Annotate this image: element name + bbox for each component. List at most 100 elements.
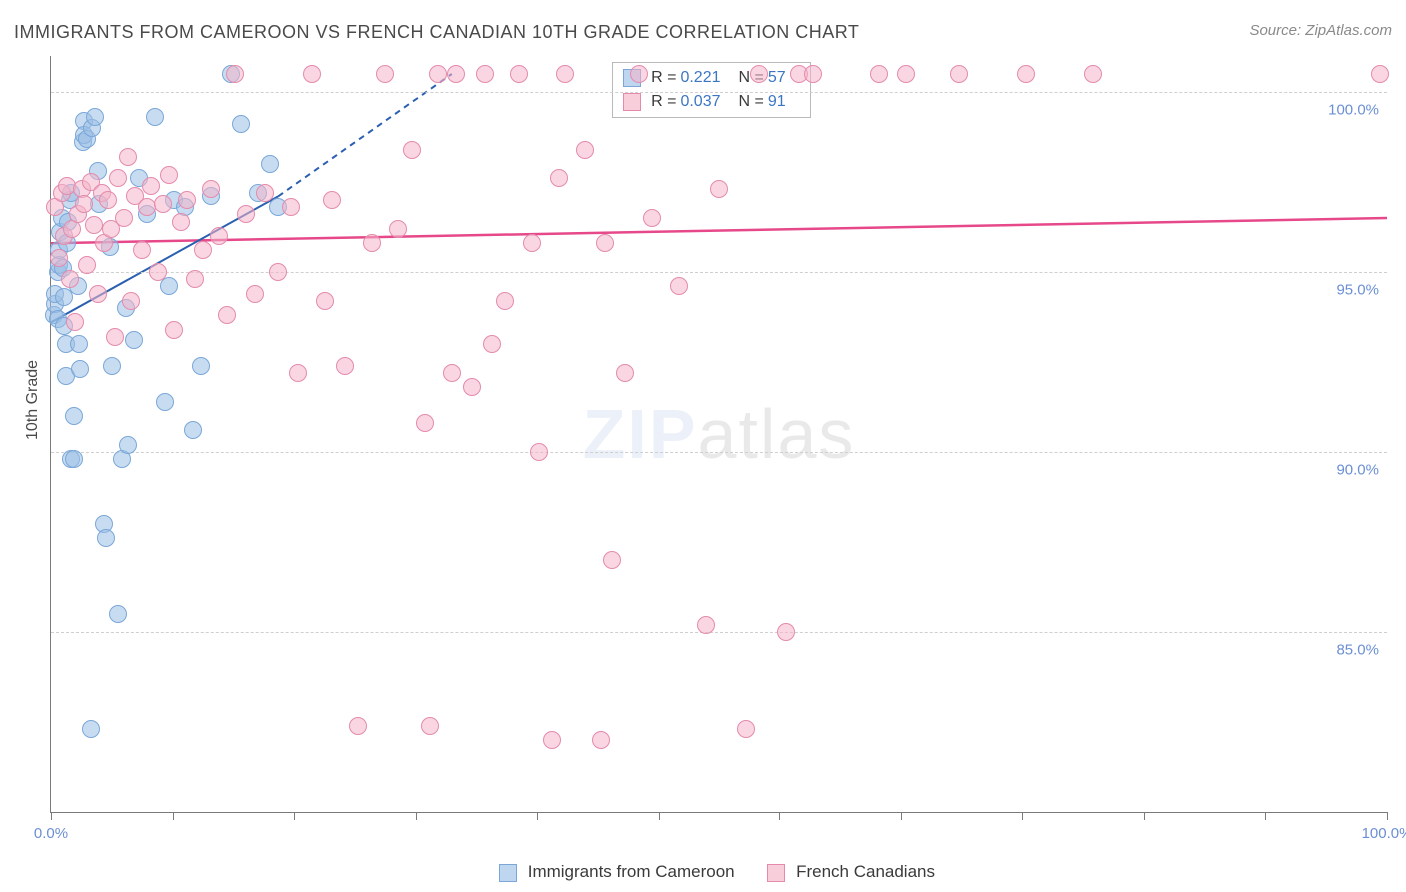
y-tick-label: 95.0% — [1336, 282, 1379, 299]
data-point — [670, 277, 688, 295]
data-point — [142, 177, 160, 195]
data-point — [210, 227, 228, 245]
data-point — [99, 191, 117, 209]
data-point — [178, 191, 196, 209]
data-point — [336, 357, 354, 375]
plot-area: ZIPatlas R =0.221N =57R =0.037N =91 85.0… — [50, 56, 1387, 813]
x-tick — [416, 812, 417, 820]
data-point — [133, 241, 151, 259]
legend-label-1: Immigrants from Cameroon — [528, 862, 735, 881]
data-point — [1371, 65, 1389, 83]
data-point — [496, 292, 514, 310]
data-point — [160, 277, 178, 295]
data-point — [106, 328, 124, 346]
data-point — [710, 180, 728, 198]
data-point — [70, 335, 88, 353]
data-point — [697, 616, 715, 634]
data-point — [596, 234, 614, 252]
x-tick — [51, 812, 52, 820]
data-point — [237, 205, 255, 223]
data-point — [261, 155, 279, 173]
watermark: ZIPatlas — [583, 394, 856, 474]
data-point — [192, 357, 210, 375]
x-tick-label: 0.0% — [34, 825, 68, 842]
data-point — [1084, 65, 1102, 83]
data-point — [737, 720, 755, 738]
data-point — [89, 285, 107, 303]
data-point — [576, 141, 594, 159]
data-point — [232, 115, 250, 133]
legend-row: R =0.037N =91 — [623, 90, 800, 114]
data-point — [282, 198, 300, 216]
chart-title: IMMIGRANTS FROM CAMEROON VS FRENCH CANAD… — [14, 22, 859, 43]
x-tick — [294, 812, 295, 820]
x-tick — [537, 812, 538, 820]
data-point — [109, 169, 127, 187]
data-point — [376, 65, 394, 83]
data-point — [630, 65, 648, 83]
x-tick — [1144, 812, 1145, 820]
data-point — [115, 209, 133, 227]
data-point — [119, 436, 137, 454]
data-point — [777, 623, 795, 641]
data-point — [897, 65, 915, 83]
data-point — [870, 65, 888, 83]
gridline — [51, 632, 1387, 633]
data-point — [543, 731, 561, 749]
data-point — [109, 605, 127, 623]
data-point — [523, 234, 541, 252]
data-point — [75, 195, 93, 213]
legend-swatch-pink — [767, 864, 785, 882]
data-point — [154, 195, 172, 213]
data-point — [429, 65, 447, 83]
data-point — [86, 108, 104, 126]
y-tick-label: 85.0% — [1336, 642, 1379, 659]
data-point — [556, 65, 574, 83]
data-point — [443, 364, 461, 382]
data-point — [78, 256, 96, 274]
data-point — [269, 263, 287, 281]
legend-label-2: French Canadians — [796, 862, 935, 881]
data-point — [65, 450, 83, 468]
legend-swatch-blue — [499, 864, 517, 882]
gridline — [51, 272, 1387, 273]
data-point — [256, 184, 274, 202]
y-axis-label: 10th Grade — [24, 360, 42, 440]
data-point — [97, 529, 115, 547]
x-tick-label: 100.0% — [1362, 825, 1406, 842]
data-point — [186, 270, 204, 288]
data-point — [125, 331, 143, 349]
data-point — [50, 249, 68, 267]
x-tick — [1022, 812, 1023, 820]
data-point — [160, 166, 178, 184]
data-point — [172, 213, 190, 231]
x-tick — [1387, 812, 1388, 820]
x-tick — [173, 812, 174, 820]
data-point — [389, 220, 407, 238]
data-point — [202, 180, 220, 198]
data-point — [184, 421, 202, 439]
data-point — [246, 285, 264, 303]
data-point — [483, 335, 501, 353]
x-tick — [1265, 812, 1266, 820]
x-tick — [901, 812, 902, 820]
data-point — [65, 407, 83, 425]
data-point — [303, 65, 321, 83]
data-point — [550, 169, 568, 187]
legend-row: R =0.221N =57 — [623, 66, 800, 90]
data-point — [804, 65, 822, 83]
data-point — [950, 65, 968, 83]
data-point — [122, 292, 140, 310]
data-point — [530, 443, 548, 461]
data-point — [149, 263, 167, 281]
data-point — [71, 360, 89, 378]
data-point — [349, 717, 367, 735]
y-tick-label: 100.0% — [1328, 102, 1379, 119]
data-point — [316, 292, 334, 310]
source-attribution: Source: ZipAtlas.com — [1249, 22, 1392, 39]
data-point — [194, 241, 212, 259]
x-tick — [659, 812, 660, 820]
x-legend: Immigrants from Cameroon French Canadian… — [0, 862, 1406, 882]
data-point — [165, 321, 183, 339]
data-point — [323, 191, 341, 209]
